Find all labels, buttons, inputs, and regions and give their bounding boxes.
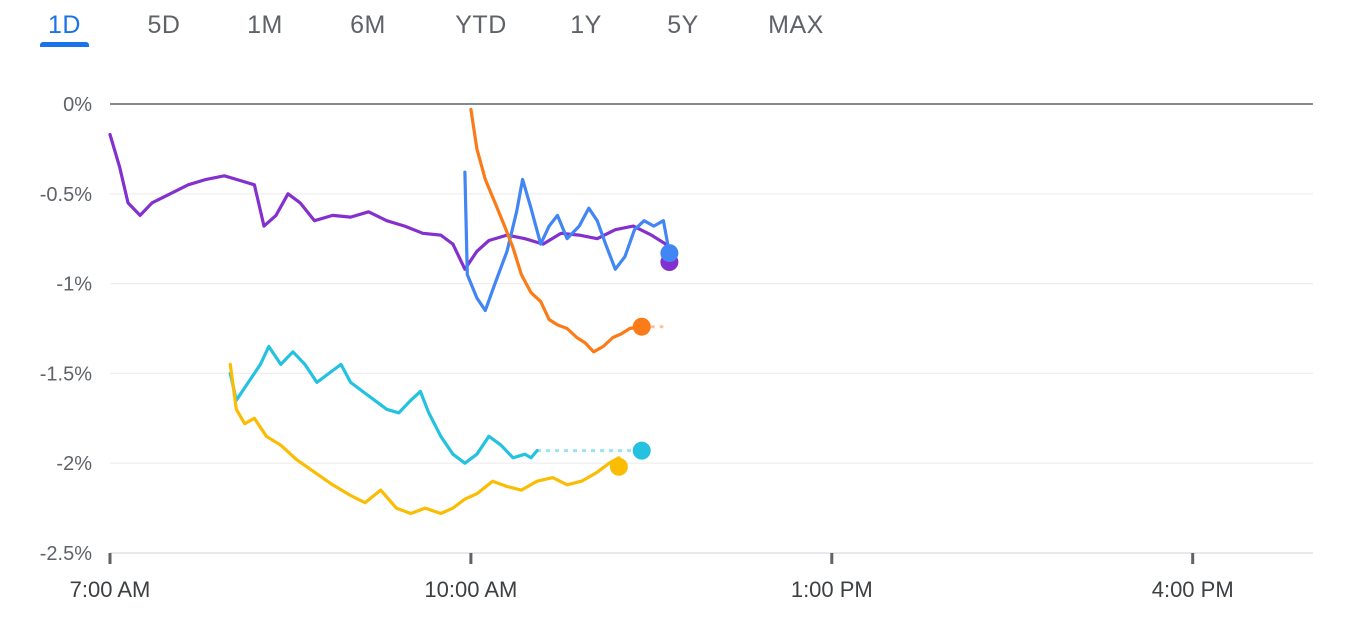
series-end-marker-2 xyxy=(660,244,679,263)
grid-lines xyxy=(110,103,1313,554)
series-end-marker-4 xyxy=(632,441,651,460)
series-end-marker-3 xyxy=(632,317,651,336)
series-line-3 xyxy=(469,107,644,354)
series-lines xyxy=(108,107,679,516)
tab-1d[interactable]: 1D xyxy=(48,11,81,39)
y-tick-label: -0.5% xyxy=(40,184,92,206)
y-tick-label: 0% xyxy=(63,94,92,116)
x-tick-label: 10:00 AM xyxy=(424,577,517,602)
tab-5y[interactable]: 5Y xyxy=(667,11,699,39)
series-end-marker-5 xyxy=(609,457,628,476)
x-axis: 7:00 AM 10:00 AM 1:00 PM 4:00 PM xyxy=(70,553,1234,602)
series-line-4 xyxy=(228,344,539,465)
series-line-2 xyxy=(463,170,671,313)
active-tab-indicator xyxy=(40,42,89,47)
tab-1m[interactable]: 1M xyxy=(247,11,283,39)
x-tick-label: 4:00 PM xyxy=(1152,577,1234,602)
y-tick-label: -1.5% xyxy=(40,363,92,385)
y-axis-labels: 0% -0.5% -1% -1.5% -2% -2.5% xyxy=(40,94,92,565)
series-line-1 xyxy=(108,132,671,271)
series-line-5 xyxy=(228,362,621,516)
y-tick-label: -1% xyxy=(56,274,92,296)
tab-5d[interactable]: 5D xyxy=(147,11,181,39)
x-tick-label: 1:00 PM xyxy=(791,577,873,602)
x-tick-label: 7:00 AM xyxy=(70,577,151,602)
tab-max[interactable]: MAX xyxy=(768,11,824,39)
tab-1y[interactable]: 1Y xyxy=(570,11,602,39)
y-tick-label: -2.5% xyxy=(40,543,92,565)
tab-ytd[interactable]: YTD xyxy=(455,11,507,39)
y-tick-label: -2% xyxy=(56,453,92,475)
range-tabs: 1D 5D 1M 6M YTD 1Y 5Y MAX xyxy=(0,0,1360,60)
tab-6m[interactable]: 6M xyxy=(350,11,386,39)
